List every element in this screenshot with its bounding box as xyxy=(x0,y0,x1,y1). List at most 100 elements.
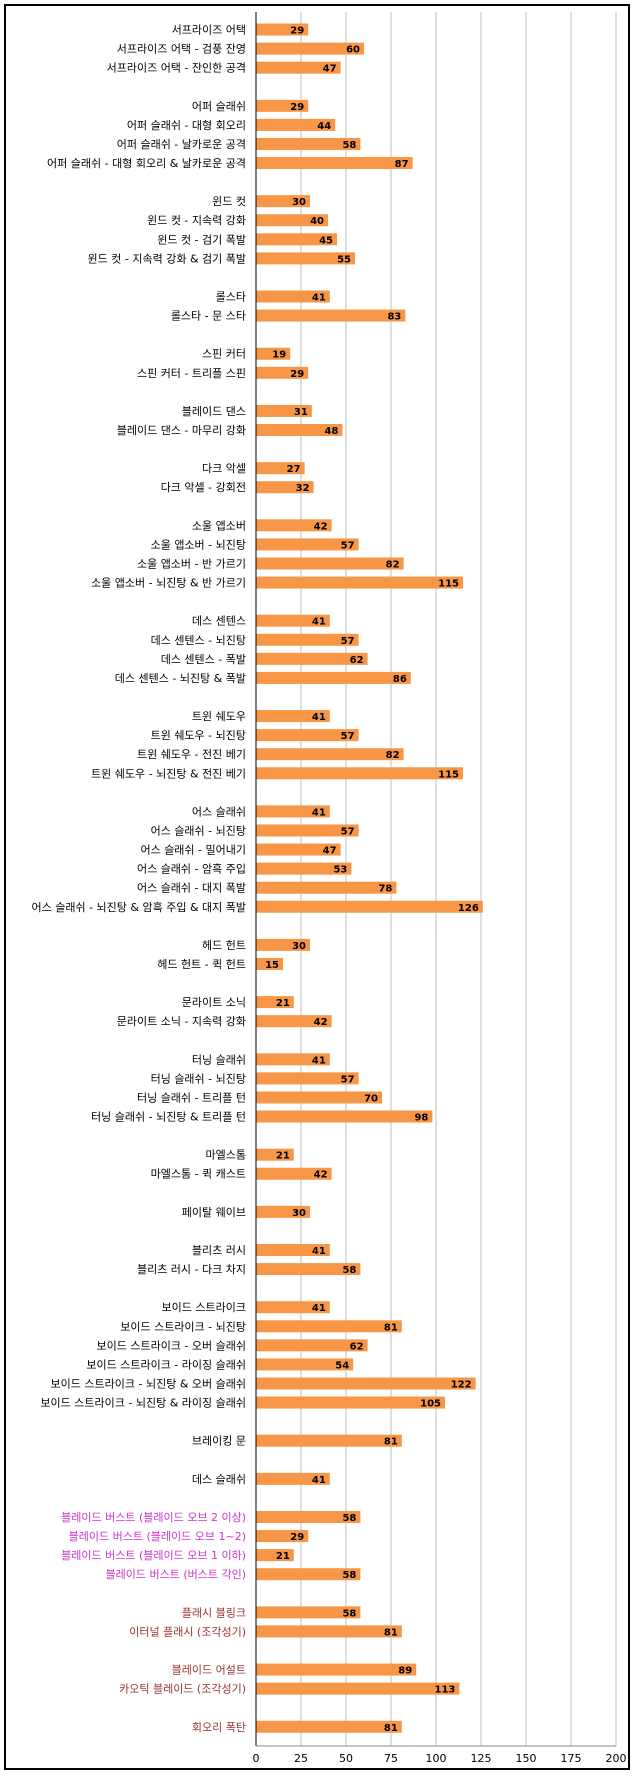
bar xyxy=(256,1510,361,1523)
category-label: 터닝 슬래쉬 xyxy=(192,1053,246,1066)
category-label: 롤스타 xyxy=(216,291,246,304)
data-label: 41 xyxy=(312,1055,326,1066)
category-label: 어스 슬래쉬 - 암흑 주입 xyxy=(137,862,246,876)
category-label: 롤스타 - 문 스타 xyxy=(171,310,246,323)
bar xyxy=(256,347,291,360)
category-label: 트윈 쉐도우 - 뇌진탕 & 전진 베기 xyxy=(91,766,246,780)
bar xyxy=(256,137,361,150)
data-label: 58 xyxy=(342,1513,356,1524)
bar xyxy=(256,767,463,780)
bar xyxy=(256,1377,476,1390)
data-label: 57 xyxy=(341,731,355,742)
bar xyxy=(256,1244,330,1257)
bar xyxy=(256,1339,368,1352)
category-label: 트윈 쉐도우 xyxy=(192,709,246,723)
data-label: 41 xyxy=(312,807,326,818)
data-label: 41 xyxy=(312,1303,326,1314)
category-label: 문라이트 소닉 - 지속력 강화 xyxy=(117,1015,246,1028)
category-label: 이터널 플래시 (조각성기) xyxy=(129,1625,246,1638)
category-label: 브레이킹 문 xyxy=(192,1435,246,1448)
category-label: 데스 센텐스 - 뇌진탕 & 폭발 xyxy=(115,672,246,685)
category-label: 페이탈 웨이브 xyxy=(182,1206,246,1219)
data-label: 19 xyxy=(272,350,286,361)
data-label: 29 xyxy=(290,1532,304,1543)
category-label: 윈드 컷 - 지속력 강화 xyxy=(147,213,246,227)
data-label: 58 xyxy=(342,1608,356,1619)
data-label: 115 xyxy=(438,769,459,780)
category-label: 서프라이즈 어택 xyxy=(172,24,246,37)
data-label: 83 xyxy=(387,312,401,323)
category-label: 스핀 커터 xyxy=(202,348,246,361)
bar xyxy=(256,1301,330,1314)
category-label: 블레이드 버스트 (블레이드 오브 2 이상) xyxy=(61,1511,246,1524)
bar xyxy=(256,1091,382,1104)
category-label: 플래시 블링크 xyxy=(182,1606,246,1619)
category-label: 데스 슬래쉬 xyxy=(192,1473,246,1486)
category-label: 터닝 슬래쉬 - 트리플 턴 xyxy=(137,1091,246,1104)
bar xyxy=(256,309,406,322)
bar xyxy=(256,214,328,227)
category-label: 서프라이즈 어택 - 잔인한 공격 xyxy=(107,62,246,75)
data-label: 78 xyxy=(378,884,392,895)
category-label: 블리츠 러시 - 다크 차지 xyxy=(137,1263,246,1276)
data-label: 45 xyxy=(319,235,333,246)
category-label: 보이드 스트라이크 - 뇌진탕 & 라이징 슬래쉬 xyxy=(40,1397,246,1410)
bar xyxy=(256,996,294,1009)
category-label: 보이드 스트라이크 xyxy=(162,1301,246,1314)
category-label: 블레이드 어설트 xyxy=(172,1664,246,1677)
data-label: 54 xyxy=(335,1360,349,1371)
category-label: 마엘스톰 xyxy=(206,1149,246,1162)
bar xyxy=(256,1110,433,1123)
category-label: 보이드 스트라이크 - 라이징 슬래쉬 xyxy=(86,1358,246,1371)
bar xyxy=(256,1625,402,1638)
bar xyxy=(256,652,368,665)
bar xyxy=(256,843,341,856)
bar xyxy=(256,1549,294,1562)
category-label: 블레이드 버스트 (버스트 각인) xyxy=(105,1568,246,1581)
category-label: 윈드 컷 - 검기 폭발 xyxy=(157,232,246,246)
category-label: 데스 센텐스 - 폭발 xyxy=(161,653,246,666)
data-label: 41 xyxy=(312,1246,326,1257)
bar xyxy=(256,805,330,818)
data-label: 89 xyxy=(398,1666,412,1677)
category-label: 헤드 헌트 - 퀵 헌트 xyxy=(157,958,246,971)
category-label: 윈드 컷 xyxy=(212,194,246,208)
axis: 0 25 50 75 100 125 150 175 200 xyxy=(253,12,627,1765)
category-label: 헤드 헌트 xyxy=(202,939,246,952)
data-label: 82 xyxy=(386,559,400,570)
data-label: 47 xyxy=(323,846,337,857)
data-label: 86 xyxy=(393,674,407,685)
data-label: 58 xyxy=(342,1265,356,1276)
bar xyxy=(256,938,310,951)
category-label: 소울 앱소버 - 뇌진탕 xyxy=(151,538,246,551)
bar xyxy=(256,633,359,646)
category-label: 카오틱 블레이드 (조각성기) xyxy=(119,1683,246,1696)
category-label: 어스 슬래쉬 - 대지 폭발 xyxy=(137,882,246,895)
category-label: 서프라이즈 어택 - 검풍 잔영 xyxy=(117,43,246,56)
bar xyxy=(256,1568,361,1581)
bar xyxy=(256,42,364,55)
category-label: 어스 슬래쉬 xyxy=(192,805,246,818)
x-tick-label: 75 xyxy=(384,1752,398,1765)
bar xyxy=(256,957,283,970)
category-label: 어퍼 슬래쉬 - 대형 회오리 & 날카로운 공격 xyxy=(47,157,246,170)
category-label: 회오리 폭탄 xyxy=(192,1721,246,1734)
bar xyxy=(256,519,332,532)
bar xyxy=(256,538,359,551)
x-tick-label: 200 xyxy=(606,1752,627,1765)
data-label: 57 xyxy=(341,826,355,837)
data-label: 57 xyxy=(341,540,355,551)
category-label: 어퍼 슬래쉬 - 날카로운 공격 xyxy=(117,138,246,151)
category-label: 마엘스톰 - 퀵 캐스트 xyxy=(151,1168,246,1181)
bar xyxy=(256,1663,417,1676)
data-label: 32 xyxy=(296,483,310,494)
category-label: 보이드 스트라이크 - 뇌진탕 xyxy=(120,1320,246,1333)
bar xyxy=(256,748,404,761)
category-label: 윈드 컷 - 지속력 강화 & 검기 폭발 xyxy=(88,251,246,265)
data-label: 98 xyxy=(414,1113,428,1124)
bar xyxy=(256,557,404,570)
data-label: 58 xyxy=(342,140,356,151)
data-label: 47 xyxy=(323,64,337,75)
data-label: 113 xyxy=(435,1685,456,1696)
data-label: 60 xyxy=(346,45,360,56)
